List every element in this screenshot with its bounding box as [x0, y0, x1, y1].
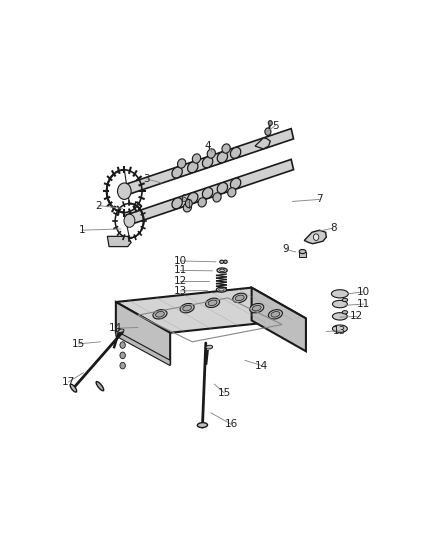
Ellipse shape — [217, 268, 227, 273]
Polygon shape — [116, 288, 306, 333]
Ellipse shape — [187, 162, 198, 173]
Ellipse shape — [155, 311, 164, 317]
Circle shape — [117, 183, 131, 199]
Ellipse shape — [207, 149, 215, 158]
Ellipse shape — [202, 188, 213, 198]
Text: 1: 1 — [78, 225, 85, 235]
Text: 6: 6 — [180, 195, 187, 204]
Ellipse shape — [198, 198, 206, 207]
Circle shape — [185, 199, 192, 207]
Ellipse shape — [332, 301, 347, 308]
Ellipse shape — [224, 260, 227, 263]
Ellipse shape — [332, 290, 348, 298]
Ellipse shape — [216, 287, 226, 292]
Ellipse shape — [252, 305, 261, 311]
Text: 9: 9 — [282, 245, 289, 254]
Text: 8: 8 — [330, 223, 336, 233]
Circle shape — [265, 128, 271, 135]
Circle shape — [314, 234, 319, 240]
Text: 10: 10 — [357, 287, 370, 297]
Ellipse shape — [183, 203, 191, 212]
Circle shape — [124, 214, 135, 227]
Ellipse shape — [342, 298, 348, 302]
Ellipse shape — [271, 311, 280, 317]
Polygon shape — [127, 159, 293, 225]
Ellipse shape — [192, 154, 201, 163]
Ellipse shape — [177, 159, 186, 168]
Circle shape — [268, 120, 272, 126]
Ellipse shape — [235, 295, 244, 301]
Polygon shape — [116, 302, 170, 364]
Text: 4: 4 — [204, 141, 211, 151]
Text: 14: 14 — [255, 361, 268, 370]
Ellipse shape — [217, 183, 228, 193]
Ellipse shape — [213, 193, 221, 202]
Text: 14: 14 — [109, 323, 123, 333]
Ellipse shape — [96, 382, 104, 391]
Text: 12: 12 — [174, 276, 187, 286]
Text: 10: 10 — [174, 256, 187, 266]
Polygon shape — [251, 288, 306, 351]
Ellipse shape — [268, 310, 283, 319]
Ellipse shape — [342, 311, 348, 314]
Ellipse shape — [183, 305, 191, 311]
Ellipse shape — [70, 384, 77, 392]
Circle shape — [120, 352, 125, 359]
Text: 2: 2 — [95, 200, 102, 211]
Ellipse shape — [208, 300, 217, 305]
Ellipse shape — [118, 329, 124, 333]
Polygon shape — [304, 230, 326, 244]
Text: 13: 13 — [174, 286, 187, 296]
Ellipse shape — [220, 260, 224, 263]
Text: 7: 7 — [316, 195, 323, 204]
Text: 13: 13 — [333, 326, 346, 336]
Text: 15: 15 — [72, 339, 85, 349]
Text: 11: 11 — [357, 299, 370, 309]
Text: 15: 15 — [218, 388, 231, 398]
Text: 11: 11 — [174, 265, 187, 276]
Text: 3: 3 — [143, 174, 150, 184]
Ellipse shape — [230, 147, 241, 158]
Polygon shape — [116, 330, 170, 366]
Polygon shape — [127, 128, 293, 194]
Ellipse shape — [332, 325, 347, 333]
Ellipse shape — [230, 178, 241, 189]
Ellipse shape — [222, 144, 230, 153]
Ellipse shape — [217, 152, 228, 163]
Circle shape — [120, 362, 125, 369]
Ellipse shape — [172, 198, 182, 209]
Ellipse shape — [219, 288, 224, 291]
Ellipse shape — [153, 310, 167, 319]
Ellipse shape — [172, 167, 182, 178]
Polygon shape — [255, 138, 270, 149]
Ellipse shape — [187, 192, 198, 204]
Ellipse shape — [233, 293, 247, 303]
Ellipse shape — [202, 157, 213, 168]
Ellipse shape — [220, 269, 225, 272]
Ellipse shape — [228, 188, 236, 197]
Circle shape — [120, 342, 125, 349]
Ellipse shape — [180, 303, 194, 313]
Ellipse shape — [206, 345, 212, 349]
Ellipse shape — [332, 313, 347, 320]
Text: 17: 17 — [62, 377, 75, 387]
Text: 16: 16 — [225, 419, 238, 429]
Ellipse shape — [299, 249, 306, 254]
Polygon shape — [299, 252, 306, 257]
Ellipse shape — [250, 303, 264, 313]
Polygon shape — [107, 236, 131, 247]
Ellipse shape — [198, 423, 208, 427]
Ellipse shape — [205, 298, 219, 308]
Text: 12: 12 — [350, 311, 364, 321]
Text: 5: 5 — [272, 120, 279, 131]
